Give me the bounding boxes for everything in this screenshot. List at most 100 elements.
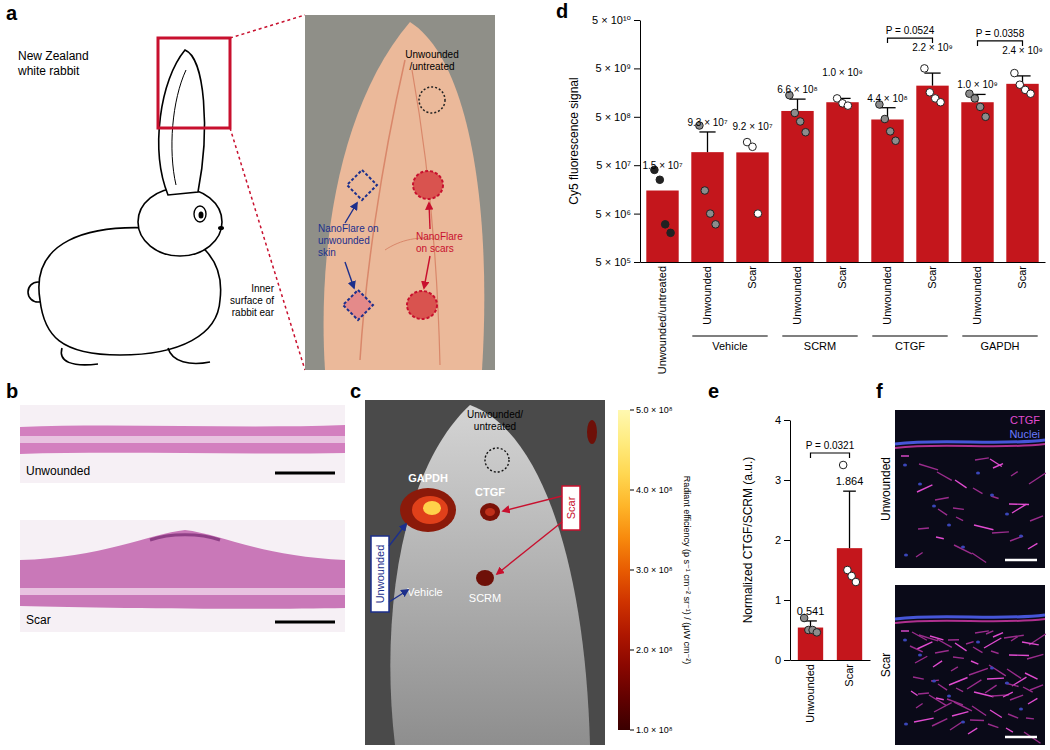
data-point xyxy=(706,210,714,218)
fiber xyxy=(974,525,993,530)
annotation: P = 0.0524 xyxy=(886,25,935,36)
data-point xyxy=(796,118,804,126)
tick-label: Unwounded xyxy=(804,664,816,723)
fiber xyxy=(936,537,944,539)
y-tick: 0 xyxy=(775,654,790,666)
tick-mark xyxy=(634,20,640,21)
fiber xyxy=(916,552,923,557)
data-label: 1.0 × 10⁹ xyxy=(822,67,863,78)
group-label: SCRM xyxy=(804,340,836,352)
fiber xyxy=(1029,473,1046,484)
data-point xyxy=(791,109,799,117)
fiber xyxy=(993,633,1003,637)
tick-mark xyxy=(634,214,640,215)
colorbar-tick xyxy=(630,650,634,651)
fiber xyxy=(937,472,952,480)
panel-label: e xyxy=(708,380,719,402)
tick-mark xyxy=(784,480,790,481)
fiber xyxy=(935,651,949,653)
tick-label: Unwounded/untreated xyxy=(656,266,668,374)
y-tick: 5 × 10⁵ xyxy=(596,256,640,268)
data-point xyxy=(701,187,709,195)
fiber xyxy=(950,722,962,730)
fiber xyxy=(956,517,963,521)
arrow xyxy=(503,496,562,511)
tick-label: 0 xyxy=(775,654,781,666)
annotation: P = 0.0321 xyxy=(806,440,855,451)
arrow xyxy=(497,522,562,574)
fiber xyxy=(929,695,946,705)
image-label: Unwounded xyxy=(26,464,90,478)
image-label: Unwounded xyxy=(879,457,893,521)
fiber xyxy=(990,710,1002,717)
fiber xyxy=(952,712,968,716)
nuclei-layer xyxy=(895,440,1045,444)
fiber xyxy=(938,684,947,690)
group-line xyxy=(872,335,947,336)
arrow xyxy=(345,262,354,288)
fiber xyxy=(955,480,967,488)
data-label: 1.0 × 10⁹ xyxy=(957,79,998,90)
group-line xyxy=(692,335,767,336)
nucleus xyxy=(947,695,951,698)
axis-line xyxy=(640,21,641,263)
fiber xyxy=(956,688,963,692)
x-tick: Scar xyxy=(746,266,758,289)
image-label: Scar xyxy=(26,613,51,627)
x-tick: Unwounded xyxy=(881,266,893,325)
fiber xyxy=(910,646,923,652)
tick-label: 5 × 10⁷ xyxy=(596,159,631,171)
y-tick: 5 × 10⁸ xyxy=(595,111,640,123)
ear-vein xyxy=(360,60,405,360)
x-tick: Unwounded/untreated xyxy=(656,266,668,374)
tick-mark xyxy=(634,68,640,69)
nuclei-layer xyxy=(895,615,1045,619)
arrow xyxy=(345,203,357,223)
fiber xyxy=(930,636,943,640)
fiber xyxy=(984,638,1001,648)
fiber xyxy=(932,719,947,726)
tick-mark xyxy=(784,600,790,601)
fiber xyxy=(918,692,929,694)
data-label: 1.864 xyxy=(836,475,864,487)
scar-spot xyxy=(413,171,443,199)
fiber xyxy=(1006,728,1013,732)
tick-mark xyxy=(784,420,790,421)
x-axis: UnwoundedScar xyxy=(791,661,871,723)
colorbar xyxy=(618,410,630,730)
rabbit-head xyxy=(138,188,222,256)
tick-label: 5 × 10⁵ xyxy=(596,256,631,268)
nucleus xyxy=(904,723,908,726)
fiber xyxy=(972,706,986,715)
tick-label: Unwounded xyxy=(971,266,983,325)
x-tick: Unwounded xyxy=(701,266,713,325)
fiber xyxy=(968,728,977,734)
data-label: 6.6 × 10⁸ xyxy=(777,84,818,95)
nucleus xyxy=(1005,682,1009,685)
tick-label: 5 × 10¹⁰ xyxy=(592,14,632,26)
tick-label: 1 xyxy=(775,594,781,606)
data-point xyxy=(937,98,945,106)
fiber xyxy=(901,455,909,456)
histology-image xyxy=(20,520,345,632)
x-tick: Scar xyxy=(836,266,848,289)
bar xyxy=(646,191,678,262)
scale-bar xyxy=(275,472,335,475)
scale-bar xyxy=(1005,736,1037,739)
label: Vehicle xyxy=(407,586,442,598)
data-point xyxy=(1027,90,1035,98)
bar xyxy=(826,102,858,262)
fiber xyxy=(986,631,993,634)
fiber xyxy=(947,699,963,705)
fiber xyxy=(973,488,983,494)
panel-label: b xyxy=(6,380,18,402)
fiber xyxy=(970,719,984,721)
y-tick: 3 xyxy=(775,474,790,486)
data-point xyxy=(802,128,810,136)
nucleus xyxy=(918,654,922,657)
data-point xyxy=(1011,69,1019,77)
axis-line xyxy=(791,660,871,661)
fiber xyxy=(987,677,1004,679)
tick-label: 3 xyxy=(775,474,781,486)
fiber xyxy=(1030,685,1043,690)
